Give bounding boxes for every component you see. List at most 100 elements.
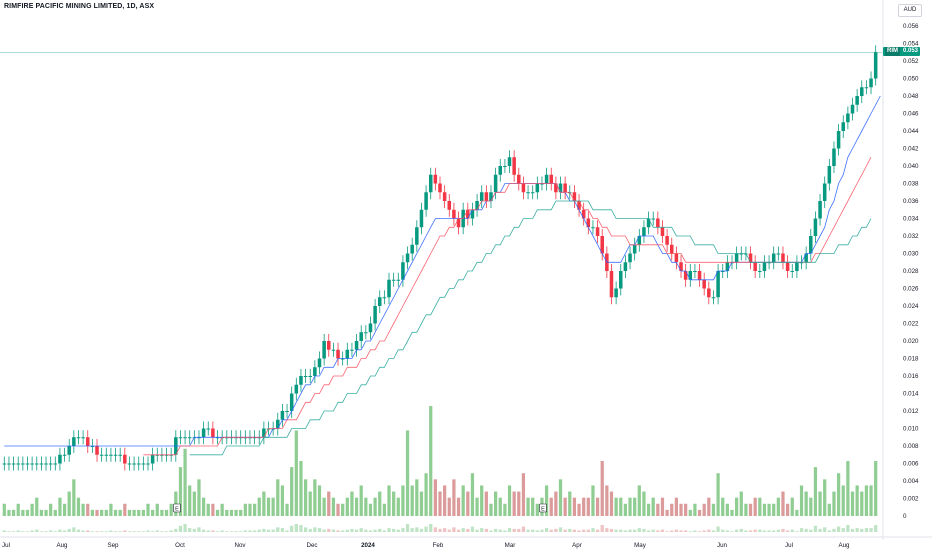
indicator-bar xyxy=(466,528,470,532)
indicator-bar xyxy=(864,528,869,532)
y-tick-label: 0.052 xyxy=(903,58,919,65)
candle-body xyxy=(873,52,878,79)
indicator-bar xyxy=(95,531,99,532)
y-tick-label: 0.010 xyxy=(903,426,919,433)
volume-bar xyxy=(424,473,428,516)
candle-body xyxy=(549,174,553,184)
volume-bar xyxy=(243,503,247,516)
indicator-bar xyxy=(160,531,164,532)
indicator-bar xyxy=(211,530,215,532)
y-tick-label: 0.040 xyxy=(903,163,919,170)
candle-body xyxy=(85,437,90,446)
indicator-bar xyxy=(220,530,224,532)
volume-bar xyxy=(651,497,655,516)
indicator-bar xyxy=(832,528,836,532)
volume-bar xyxy=(234,509,238,516)
indicator-bar xyxy=(44,531,48,532)
indicator-bar xyxy=(396,529,400,532)
indicator-bar xyxy=(188,528,192,532)
volume-bar xyxy=(776,497,780,516)
volume-bar xyxy=(633,497,637,516)
indicator-bar xyxy=(2,530,6,532)
indicator-bar xyxy=(415,527,419,532)
volume-bar xyxy=(595,497,600,516)
indicator-bar xyxy=(49,530,53,532)
candle-body xyxy=(405,253,410,263)
indicator-bar xyxy=(484,528,488,532)
indicator-bar xyxy=(183,524,187,532)
indicator-bar xyxy=(526,529,530,532)
volume-bar xyxy=(679,503,683,516)
candle-body xyxy=(350,349,354,351)
indicator-bar xyxy=(493,528,498,532)
candle-body xyxy=(187,437,192,439)
volume-bar xyxy=(151,509,155,516)
candle-body xyxy=(628,253,632,263)
candle-body xyxy=(544,174,549,184)
volume-bar xyxy=(290,467,294,516)
volume-bar xyxy=(382,503,387,516)
candle-body xyxy=(475,201,479,210)
volume-bar xyxy=(396,497,400,516)
volume-bar xyxy=(192,491,196,516)
last-price-tag: RIM 0.053 xyxy=(883,47,921,56)
indicator-bar xyxy=(76,529,81,532)
volume-bar xyxy=(225,509,229,516)
indicator-bar xyxy=(266,529,271,532)
candle-body xyxy=(72,437,76,446)
indicator-bar xyxy=(350,528,354,532)
indicator-bar xyxy=(443,528,447,532)
indicator-bar xyxy=(53,531,57,532)
volume-bar xyxy=(354,497,359,516)
candle-body xyxy=(832,148,836,166)
indicator-bar xyxy=(475,529,479,532)
indicator-bar xyxy=(582,529,586,532)
indicator-bar xyxy=(341,530,345,532)
candle-body xyxy=(577,201,581,210)
volume-bar xyxy=(758,497,762,516)
volume-bar xyxy=(874,461,878,516)
candle-body xyxy=(285,411,289,412)
volume-bar xyxy=(832,491,836,516)
indicator-bar xyxy=(660,529,665,532)
indicator-bar xyxy=(605,528,609,532)
volume-bar xyxy=(850,491,855,516)
candle-body xyxy=(16,463,20,465)
indicator-bar xyxy=(735,529,739,532)
volume-bar xyxy=(586,497,590,516)
volume-bar xyxy=(438,491,442,516)
candle-body xyxy=(58,454,62,464)
volume-bar xyxy=(480,485,484,516)
candle-body xyxy=(76,437,81,439)
indicator-bar xyxy=(234,531,238,532)
candle-body xyxy=(846,113,850,123)
indicator-bar xyxy=(225,531,229,532)
y-tick-label: 0.016 xyxy=(903,373,919,380)
volume-bar xyxy=(452,479,456,516)
currency-button[interactable]: AUD xyxy=(898,4,922,17)
volume-bar xyxy=(466,491,470,516)
candle-body xyxy=(113,454,118,456)
volume-bar xyxy=(155,503,159,516)
y-tick-label: 0.008 xyxy=(903,443,919,450)
indicator-bar xyxy=(452,527,456,532)
indicator-bar xyxy=(215,531,220,532)
volume-bar xyxy=(716,473,720,516)
indicator-bar xyxy=(758,529,762,532)
volume-bar xyxy=(512,491,516,516)
candle-body xyxy=(354,341,359,350)
candle-body xyxy=(90,446,95,447)
volume-bar xyxy=(387,485,391,516)
candle-body xyxy=(813,218,818,236)
indicator-bar xyxy=(401,528,405,532)
candle-body xyxy=(225,437,229,439)
indicator-bar xyxy=(308,528,312,532)
candle-body xyxy=(433,174,438,184)
y-tick-label: 0.046 xyxy=(903,111,919,118)
candle-body xyxy=(781,253,785,263)
x-tick-label: Feb xyxy=(433,542,444,549)
volume-bar xyxy=(503,503,507,516)
volume-bar xyxy=(637,485,641,516)
indicator-bar xyxy=(345,529,349,532)
